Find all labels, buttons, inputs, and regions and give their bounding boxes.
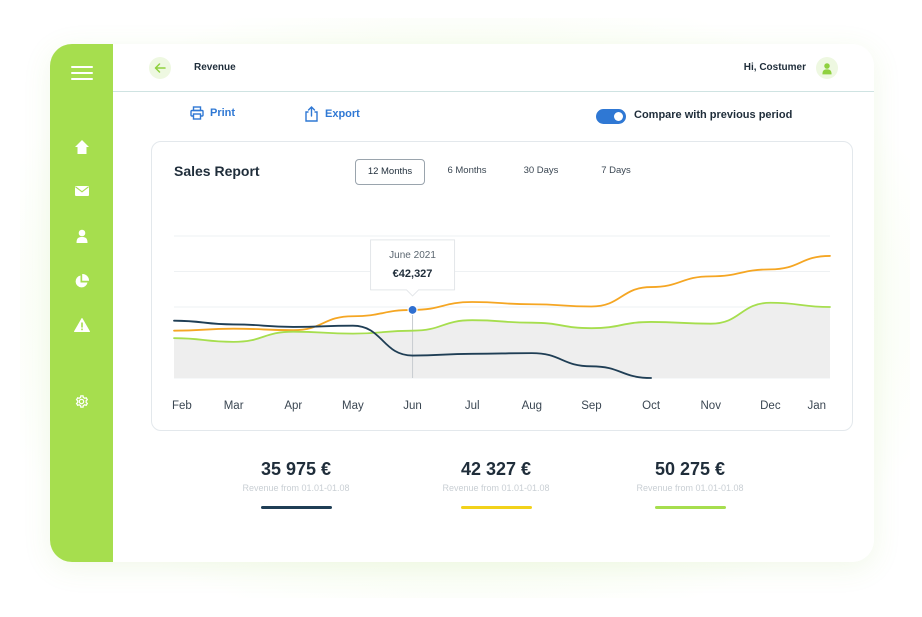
stat-value: 35 975 € xyxy=(260,459,332,479)
avatar[interactable] xyxy=(816,57,838,79)
card-title: Sales Report xyxy=(174,163,260,179)
summary-stat: 42 327 € Revenue from 01.01-01.08 xyxy=(416,459,576,509)
user-greeting: Hi, Costumer xyxy=(743,62,806,73)
gear-icon[interactable] xyxy=(50,384,113,418)
x-tick-label: Apr xyxy=(284,400,302,412)
export-button[interactable]: Export xyxy=(304,106,360,122)
x-tick-label: Oct xyxy=(642,400,661,412)
sales-line-chart: June 2021 €42,327 Feb Mar Apr May Jun Jul Aug Sep… xyxy=(172,235,831,412)
tooltip-label: June 2021 xyxy=(389,250,436,261)
tooltip-box xyxy=(370,239,456,297)
tooltip-value: €42,327 xyxy=(393,268,433,280)
stat-color-bar xyxy=(654,506,726,509)
hamburger-menu-icon[interactable] xyxy=(50,56,113,90)
home-icon[interactable] xyxy=(50,130,113,164)
warning-icon[interactable] xyxy=(50,308,113,342)
stat-value: 50 275 € xyxy=(654,459,726,479)
series-line xyxy=(173,255,831,332)
top-bar: Revenue Hi, Costumer xyxy=(113,44,874,92)
print-button[interactable]: Print xyxy=(190,106,235,120)
export-label: Export xyxy=(325,108,360,120)
mail-icon[interactable] xyxy=(50,174,113,208)
stat-caption: Revenue from 01.01-01.08 xyxy=(636,483,744,493)
x-tick-label: Jun xyxy=(403,400,422,412)
x-tick-label: May xyxy=(342,400,364,412)
x-tick-label: Nov xyxy=(701,400,722,412)
page-title: Revenue xyxy=(194,62,236,73)
printer-icon xyxy=(190,106,204,120)
tab-6-months[interactable]: 6 Months xyxy=(447,165,487,176)
stat-caption: Revenue from 01.01-01.08 xyxy=(242,483,350,493)
x-tick-label: Mar xyxy=(224,400,244,412)
main-content: Revenue Hi, Costumer Print Export Compar… xyxy=(113,44,874,562)
compare-toggle[interactable] xyxy=(596,109,626,124)
x-tick-label: Feb xyxy=(172,400,192,412)
series-line xyxy=(173,319,652,379)
summary-stat: 35 975 € Revenue from 01.01-01.08 xyxy=(216,459,376,509)
sidebar xyxy=(50,44,113,562)
x-tick-label: Jan xyxy=(807,400,826,412)
sales-report-card: Sales Report 12 Months 6 Months 30 Days … xyxy=(151,141,853,431)
data-point xyxy=(407,304,418,316)
export-icon xyxy=(305,106,318,122)
user-icon[interactable] xyxy=(50,219,113,253)
user-avatar-icon xyxy=(822,62,832,74)
stat-caption: Revenue from 01.01-01.08 xyxy=(442,483,550,493)
back-button[interactable] xyxy=(149,57,171,79)
x-tick-label: Jul xyxy=(465,400,480,412)
x-tick-label: Dec xyxy=(760,400,781,412)
stat-value: 42 327 € xyxy=(460,459,532,479)
series-line xyxy=(173,301,831,343)
x-tick-label: Aug xyxy=(522,400,542,412)
area-fill xyxy=(174,302,830,378)
tab-7-days[interactable]: 7 Days xyxy=(601,165,631,176)
stat-color-bar xyxy=(460,506,532,509)
x-tick-label: Sep xyxy=(581,400,601,412)
arrow-left-icon xyxy=(154,63,166,73)
stat-color-bar xyxy=(260,506,332,509)
print-label: Print xyxy=(210,107,236,119)
pie-chart-icon[interactable] xyxy=(50,264,113,298)
summary-stat: 50 275 € Revenue from 01.01-01.08 xyxy=(610,459,770,509)
app-window: Revenue Hi, Costumer Print Export Compar… xyxy=(50,44,874,562)
toggle-knob xyxy=(614,112,623,121)
compare-label: Compare with previous period xyxy=(634,109,793,121)
tab-30-days[interactable]: 30 Days xyxy=(523,165,559,176)
tab-12-months[interactable]: 12 Months xyxy=(355,159,425,185)
